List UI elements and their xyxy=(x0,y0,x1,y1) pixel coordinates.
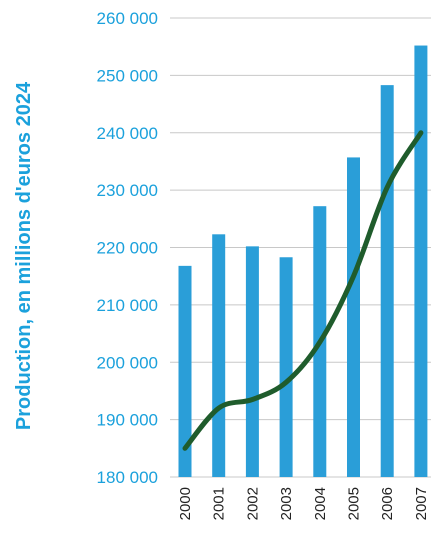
y-tick-label: 180 000 xyxy=(97,468,158,487)
y-tick-label: 250 000 xyxy=(97,66,158,85)
x-tick-label: 2005 xyxy=(346,487,363,520)
y-tick-label: 240 000 xyxy=(97,124,158,143)
y-axis-label: Production, en millions d'euros 2024 xyxy=(13,81,35,430)
trend-line xyxy=(182,130,424,451)
x-tick-label: 2007 xyxy=(413,487,430,520)
bar xyxy=(380,85,394,477)
bar xyxy=(279,257,293,477)
x-tick-label: 2004 xyxy=(312,487,329,520)
bar xyxy=(178,265,192,477)
y-tick-label: 200 000 xyxy=(97,353,158,372)
x-tick-label: 2003 xyxy=(278,487,295,520)
y-tick-label: 190 000 xyxy=(97,411,158,430)
bars xyxy=(178,45,428,477)
x-tick-label: 2006 xyxy=(379,487,396,520)
y-tick-label: 220 000 xyxy=(97,239,158,258)
y-tick-label: 210 000 xyxy=(97,296,158,315)
bar xyxy=(212,234,226,477)
x-tick-label: 2000 xyxy=(177,487,194,520)
bar xyxy=(414,45,428,477)
y-tick-label: 230 000 xyxy=(97,181,158,200)
bar xyxy=(347,157,360,477)
y-axis-ticks: 260 000 250 000 240 000 230 000 220 000 210 0… xyxy=(97,9,158,487)
y-tick-label: 260 000 xyxy=(97,9,158,28)
x-tick-label: 2002 xyxy=(244,487,261,520)
x-tick-label: 2001 xyxy=(211,487,228,520)
bar xyxy=(245,246,259,477)
trend-line-group xyxy=(182,130,424,451)
x-axis-ticks: 2000 2001 2002 2003 2004 2005 2006 2007 xyxy=(177,487,430,520)
